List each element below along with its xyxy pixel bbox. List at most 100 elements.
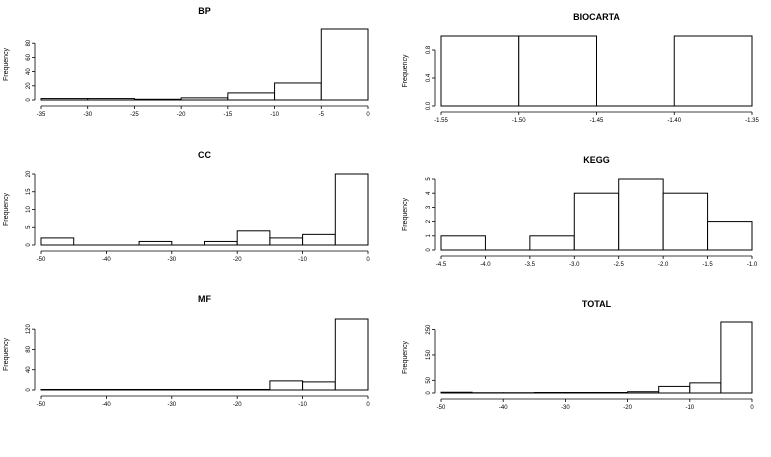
x-tick-label: -20	[623, 405, 632, 411]
chart-kegg: KEGG Frequency -4.5 -4.0 -3.5 -3.0 -2.5 -2.0 -1.…	[402, 155, 758, 268]
histogram-bar	[269, 237, 304, 246]
histogram-bar	[236, 230, 271, 246]
histogram-bar	[440, 391, 473, 394]
y-tick-label: 15	[26, 188, 32, 195]
x-tick-label: -1.35	[745, 118, 759, 124]
x-tick-label: -10	[270, 112, 279, 118]
y-tick-label: 60	[26, 53, 32, 60]
x-tick-label: -1.45	[590, 118, 604, 124]
histogram-bar	[658, 385, 691, 394]
histogram-bar	[105, 388, 140, 391]
y-tick-label: 10	[26, 206, 32, 213]
histogram-bar	[573, 192, 620, 251]
histogram-bar	[40, 237, 75, 246]
y-tick-label: 120	[26, 323, 32, 334]
y-tick-label: 80	[26, 39, 32, 46]
x-tick-label: -10	[685, 405, 694, 411]
chart-title: MF	[198, 294, 211, 304]
chart-title: BP	[198, 6, 211, 16]
chart-total: TOTAL Frequency -50 -40 -30 -20 -10 0 0 50 150 250	[402, 299, 754, 411]
x-tick-label: -30	[167, 402, 176, 408]
x-tick-label: -50	[37, 402, 46, 408]
y-tick-label: 0	[426, 391, 432, 395]
histogram-bar	[227, 92, 276, 101]
histogram-bar	[269, 380, 304, 391]
x-tick-label: -1.55	[434, 118, 448, 124]
histogram-bar	[596, 391, 629, 394]
histogram-bar	[204, 240, 238, 246]
y-tick-label: 0	[426, 248, 432, 252]
histogram-bar	[533, 391, 566, 394]
y-tick-label: 0.4	[426, 73, 432, 82]
y-tick-label: 0	[26, 388, 32, 392]
x-tick-label: -35	[37, 112, 46, 118]
y-tick-label: 20	[26, 82, 32, 89]
y-tick-label: 1	[426, 233, 432, 237]
histogram-bar	[180, 97, 229, 101]
x-tick-label: -20	[233, 257, 242, 263]
histogram-bar	[529, 235, 575, 251]
histogram-bar	[662, 192, 709, 251]
chart-biocarta: BIOCARTA Frequency -1.55 -1.50 -1.45 -1.40 -1.…	[402, 12, 759, 124]
x-tick-label: -10	[298, 257, 307, 263]
x-tick-label: -3.5	[525, 262, 536, 268]
x-tick-label: 0	[750, 405, 754, 411]
y-axis-label: Frequency	[402, 54, 409, 88]
histogram-bar	[707, 221, 753, 251]
histogram-bar	[274, 82, 322, 101]
chart-title: KEGG	[583, 155, 610, 165]
y-axis-label: Frequency	[402, 340, 409, 374]
histogram-bar	[302, 233, 336, 246]
x-tick-label: -1.0	[747, 262, 758, 268]
x-tick-label: -20	[177, 112, 186, 118]
x-tick-label: -40	[102, 402, 111, 408]
x-tick-label: -5	[319, 112, 325, 118]
chart-title: TOTAL	[582, 299, 612, 309]
y-axis-label: Frequency	[3, 47, 10, 81]
histogram-bar	[618, 178, 664, 251]
histogram-bar	[440, 235, 486, 251]
x-tick-label: -4.0	[480, 262, 491, 268]
chart-bp: BP Frequency -35 -30 -25 -20 -15 -10 -5 0 0 20 40 60 8…	[3, 6, 370, 118]
x-tick-label: -20	[233, 402, 242, 408]
y-axis-label: Frequency	[3, 192, 10, 226]
chart-title: CC	[198, 150, 211, 160]
y-tick-label: 20	[26, 170, 32, 177]
histogram-bar	[40, 98, 89, 101]
histogram-bar	[302, 381, 336, 391]
y-tick-label: 3	[426, 205, 432, 209]
histogram-bar	[564, 391, 598, 394]
y-tick-label: 0.8	[426, 45, 432, 54]
y-tick-label: 40	[26, 366, 32, 373]
y-tick-label: 0	[26, 243, 32, 247]
x-tick-label: -10	[298, 402, 307, 408]
histogram-bar	[40, 388, 75, 391]
histogram-bar	[138, 240, 173, 246]
histogram-bar	[204, 388, 238, 391]
x-tick-label: -30	[561, 405, 570, 411]
y-tick-label: 0	[26, 98, 32, 102]
histogram-bar	[627, 391, 660, 394]
x-tick-label: -50	[437, 405, 446, 411]
y-tick-label: 0.0	[426, 101, 432, 110]
x-tick-label: 0	[366, 257, 370, 263]
y-tick-label: 150	[426, 349, 432, 360]
y-tick-label: 4	[426, 191, 432, 195]
x-tick-label: -40	[499, 405, 508, 411]
y-tick-label: 50	[426, 376, 432, 383]
histogram-bar	[689, 382, 722, 394]
x-tick-label: -25	[130, 112, 139, 118]
x-tick-label: -4.5	[436, 262, 447, 268]
y-tick-label: 2	[426, 219, 432, 223]
x-tick-label: -50	[37, 257, 46, 263]
histogram-bar	[138, 388, 173, 391]
chart-title: BIOCARTA	[573, 12, 620, 22]
histogram-bar	[518, 35, 597, 107]
x-tick-label: -2.5	[614, 262, 625, 268]
y-tick-label: 5	[426, 177, 432, 181]
x-tick-label: -2.0	[658, 262, 669, 268]
y-tick-label: 80	[26, 345, 32, 352]
x-tick-label: -1.50	[512, 118, 526, 124]
chart-cc: CC Frequency -50 -40 -30 -20 -10 0 0 5 10 15 20	[3, 150, 370, 263]
